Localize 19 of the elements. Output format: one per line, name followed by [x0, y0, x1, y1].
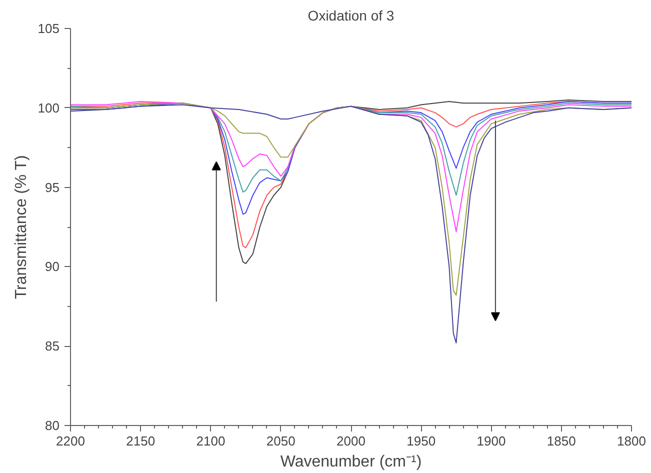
x-tick-label: 1850	[546, 434, 576, 448]
y-tick-label: 95	[45, 180, 60, 195]
x-tick-label: 1800	[617, 434, 646, 448]
x-tick-label: 2000	[336, 434, 366, 448]
line-series	[70, 104, 632, 344]
y-tick-label: 85	[45, 338, 60, 354]
x-tick-label: 2150	[126, 434, 156, 448]
y-tick-label: 80	[45, 418, 60, 433]
y-tick-label: 105	[38, 21, 60, 36]
x-tick-label: 2100	[196, 434, 226, 448]
y-axis-title: Transmittance (% T)	[12, 155, 30, 300]
x-tick-label: 1950	[406, 434, 436, 448]
chart-title: Oxidation of 3	[308, 8, 394, 24]
y-tick-label: 90	[45, 259, 60, 274]
y-tick-label: 100	[38, 100, 60, 116]
x-tick-label: 1900	[476, 434, 506, 448]
x-tick-label: 2200	[56, 434, 85, 448]
x-axis-title: Wavenumber (cm⁻¹)	[280, 454, 422, 470]
x-tick-label: 2050	[266, 434, 296, 448]
